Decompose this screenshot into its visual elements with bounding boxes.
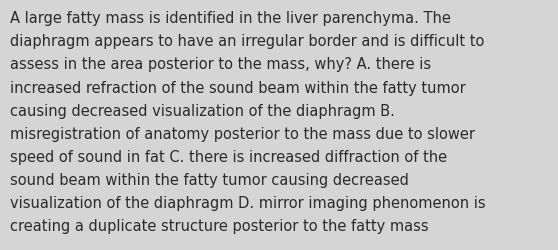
Text: diaphragm appears to have an irregular border and is difficult to: diaphragm appears to have an irregular b… [10, 34, 484, 49]
Text: sound beam within the fatty tumor causing decreased: sound beam within the fatty tumor causin… [10, 172, 409, 187]
Text: speed of sound in fat C. there is increased diffraction of the: speed of sound in fat C. there is increa… [10, 149, 447, 164]
Text: visualization of the diaphragm D. mirror imaging phenomenon is: visualization of the diaphragm D. mirror… [10, 195, 485, 210]
Text: creating a duplicate structure posterior to the fatty mass: creating a duplicate structure posterior… [10, 218, 429, 233]
Text: increased refraction of the sound beam within the fatty tumor: increased refraction of the sound beam w… [10, 80, 466, 95]
Text: causing decreased visualization of the diaphragm B.: causing decreased visualization of the d… [10, 103, 395, 118]
Text: misregistration of anatomy posterior to the mass due to slower: misregistration of anatomy posterior to … [10, 126, 475, 141]
Text: assess in the area posterior to the mass, why? A. there is: assess in the area posterior to the mass… [10, 57, 431, 72]
Text: A large fatty mass is identified in the liver parenchyma. The: A large fatty mass is identified in the … [10, 11, 451, 26]
